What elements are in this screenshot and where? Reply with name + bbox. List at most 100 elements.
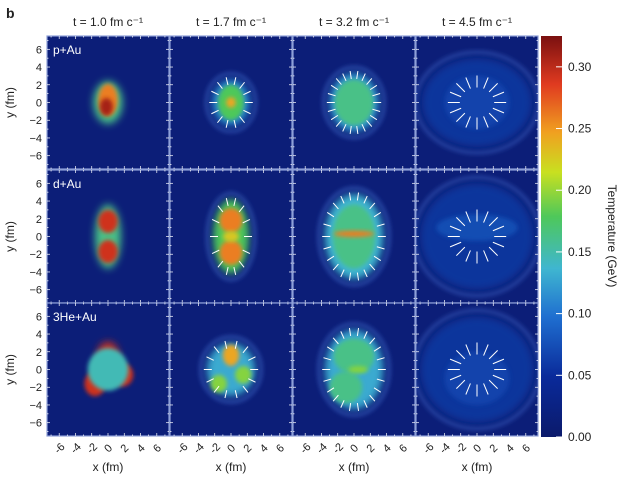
temperature-region: [226, 97, 236, 108]
flow-arrow: [323, 378, 332, 382]
y-tick-label: −2: [29, 249, 42, 261]
flow-arrow: [449, 374, 462, 381]
flow-arrow: [456, 350, 466, 360]
flow-arrow: [356, 327, 360, 337]
flow-arrow: [326, 255, 335, 261]
y-tick-label: 0: [36, 365, 42, 377]
flow-arrow: [340, 195, 345, 204]
flow-arrow: [465, 211, 471, 223]
flow-arrow: [361, 123, 366, 132]
x-axis-label: x (fm): [93, 460, 124, 474]
flow-arrow: [483, 383, 489, 395]
colorbar-tick-label: 0.00: [568, 430, 592, 444]
x-tick-label: 2: [488, 442, 501, 455]
flow-arrow: [211, 90, 219, 96]
heatmap-panel-3-1: 3He+Au: [46, 302, 170, 437]
flow-arrow: [361, 73, 366, 82]
x-tick-label: 4: [135, 442, 148, 455]
x-tick-label: -2: [454, 441, 469, 456]
x-tick-label: 2: [119, 442, 132, 455]
heatmap-panel-1-3: [292, 35, 416, 170]
flow-arrow: [492, 225, 505, 232]
flow-arrow: [492, 107, 505, 114]
temperature-halo: [416, 50, 538, 155]
temperature-region: [98, 240, 118, 264]
flow-arrow: [492, 91, 505, 98]
temperature-region: [98, 209, 118, 233]
flow-arrow: [449, 91, 462, 98]
y-tick-label: 6: [36, 178, 42, 190]
flow-arrow: [238, 205, 245, 213]
y-tick-label: 6: [36, 44, 42, 56]
flow-arrow: [465, 250, 471, 262]
heatmap-panel-1-2: [169, 35, 293, 170]
flow-arrow: [340, 269, 345, 278]
x-tick-label: -2: [85, 441, 100, 456]
flow-arrow: [224, 340, 228, 349]
temperature-region: [210, 374, 227, 393]
flow-arrow: [449, 225, 462, 232]
flow-arrow: [366, 120, 373, 127]
x-tick-label: 2: [242, 442, 255, 455]
flow-arrow: [206, 378, 214, 383]
flow-arrow: [356, 272, 360, 281]
flow-arrow: [326, 212, 335, 218]
flow-arrow: [225, 119, 229, 128]
flow-arrow: [239, 116, 245, 124]
x-tick-label: -6: [52, 441, 67, 456]
temperature-region: [444, 351, 510, 405]
flow-arrow: [465, 116, 471, 128]
flow-arrow: [248, 378, 256, 383]
flow-arrow: [332, 263, 339, 271]
x-tick-label: 0: [471, 442, 484, 455]
flow-arrow: [376, 378, 385, 382]
heatmap-panel-2-3: [292, 169, 416, 304]
flow-arrow: [348, 192, 352, 201]
flow-arrow: [234, 340, 238, 349]
flow-arrow: [323, 357, 332, 361]
temperature-region: [87, 348, 129, 391]
flow-arrow: [363, 400, 368, 408]
heatmap-panel-3-2: [169, 302, 293, 437]
flow-arrow: [483, 211, 489, 223]
flow-arrow: [330, 114, 339, 121]
flow-arrow: [488, 379, 498, 389]
temperature-region: [235, 365, 252, 384]
flow-arrow: [234, 390, 238, 399]
flow-arrow: [456, 112, 466, 122]
flow-arrow: [366, 78, 373, 85]
y-tick-label: −4: [29, 400, 42, 412]
column-title: t = 4.5 fm c⁻¹: [442, 15, 512, 29]
flow-arrow: [348, 402, 352, 412]
flow-arrow: [348, 272, 352, 281]
temperature-region: [219, 240, 243, 265]
x-tick-label: -4: [437, 441, 452, 456]
flow-arrow: [488, 83, 498, 93]
x-tick-label: -6: [421, 441, 436, 456]
flow-arrow: [242, 249, 251, 255]
temperature-region: [333, 338, 375, 374]
flow-arrow: [326, 346, 335, 352]
heatmap-panel-1-4: [415, 35, 539, 170]
flow-arrow: [211, 218, 220, 224]
flow-arrow: [488, 112, 498, 122]
heatmap-panel-3-3: [292, 302, 416, 437]
flow-arrow: [323, 223, 332, 227]
flow-arrow: [356, 125, 359, 135]
flow-arrow: [465, 344, 471, 356]
temperature-halo: [416, 175, 538, 298]
x-tick-label: 6: [274, 442, 287, 455]
flow-arrow: [483, 250, 489, 262]
temperature-region: [348, 365, 368, 374]
y-tick-label: −2: [29, 382, 42, 394]
flow-arrow: [225, 266, 229, 276]
flow-arrow: [239, 81, 245, 89]
y-tick-label: 4: [36, 196, 42, 208]
y-axis-label: y (fm): [3, 354, 17, 385]
x-tick-label: -2: [331, 441, 346, 456]
flow-arrow: [356, 402, 360, 412]
temperature-halo: [205, 191, 257, 282]
y-tick-label: 6: [36, 311, 42, 323]
x-tick-label: 0: [225, 442, 238, 455]
flow-arrow: [327, 108, 336, 112]
